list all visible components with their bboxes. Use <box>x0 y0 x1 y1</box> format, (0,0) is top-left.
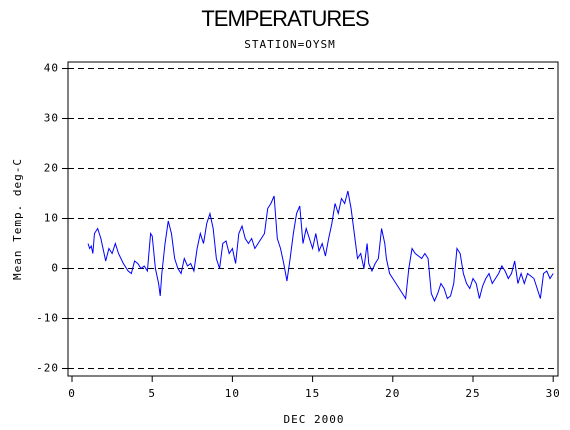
x-tick-label: 0 <box>68 387 76 400</box>
x-tick-label: 5 <box>148 387 156 400</box>
y-tick-label: 20 <box>44 162 59 175</box>
y-tick-label: 0 <box>51 262 59 275</box>
y-tick-label: 10 <box>44 212 59 225</box>
y-tick-label: -20 <box>36 362 59 375</box>
y-tick-label: -10 <box>36 312 59 325</box>
x-tick-label: 15 <box>305 387 320 400</box>
temperature-line <box>87 190 554 303</box>
x-tick-label: 30 <box>546 387 561 400</box>
x-tick-label: 25 <box>465 387 480 400</box>
y-axis-label: Mean Temp. deg-C <box>11 158 24 280</box>
x-axis-label: DEC 2000 <box>284 413 345 426</box>
y-tick-label: 40 <box>44 62 59 75</box>
y-tick-label: 30 <box>44 112 59 125</box>
x-tick-label: 10 <box>225 387 240 400</box>
chart-title: TEMPERATURES <box>201 6 369 31</box>
plot-frame <box>67 61 559 377</box>
x-tick-label: 20 <box>385 387 400 400</box>
chart-subtitle: STATION=OYSM <box>244 38 335 51</box>
